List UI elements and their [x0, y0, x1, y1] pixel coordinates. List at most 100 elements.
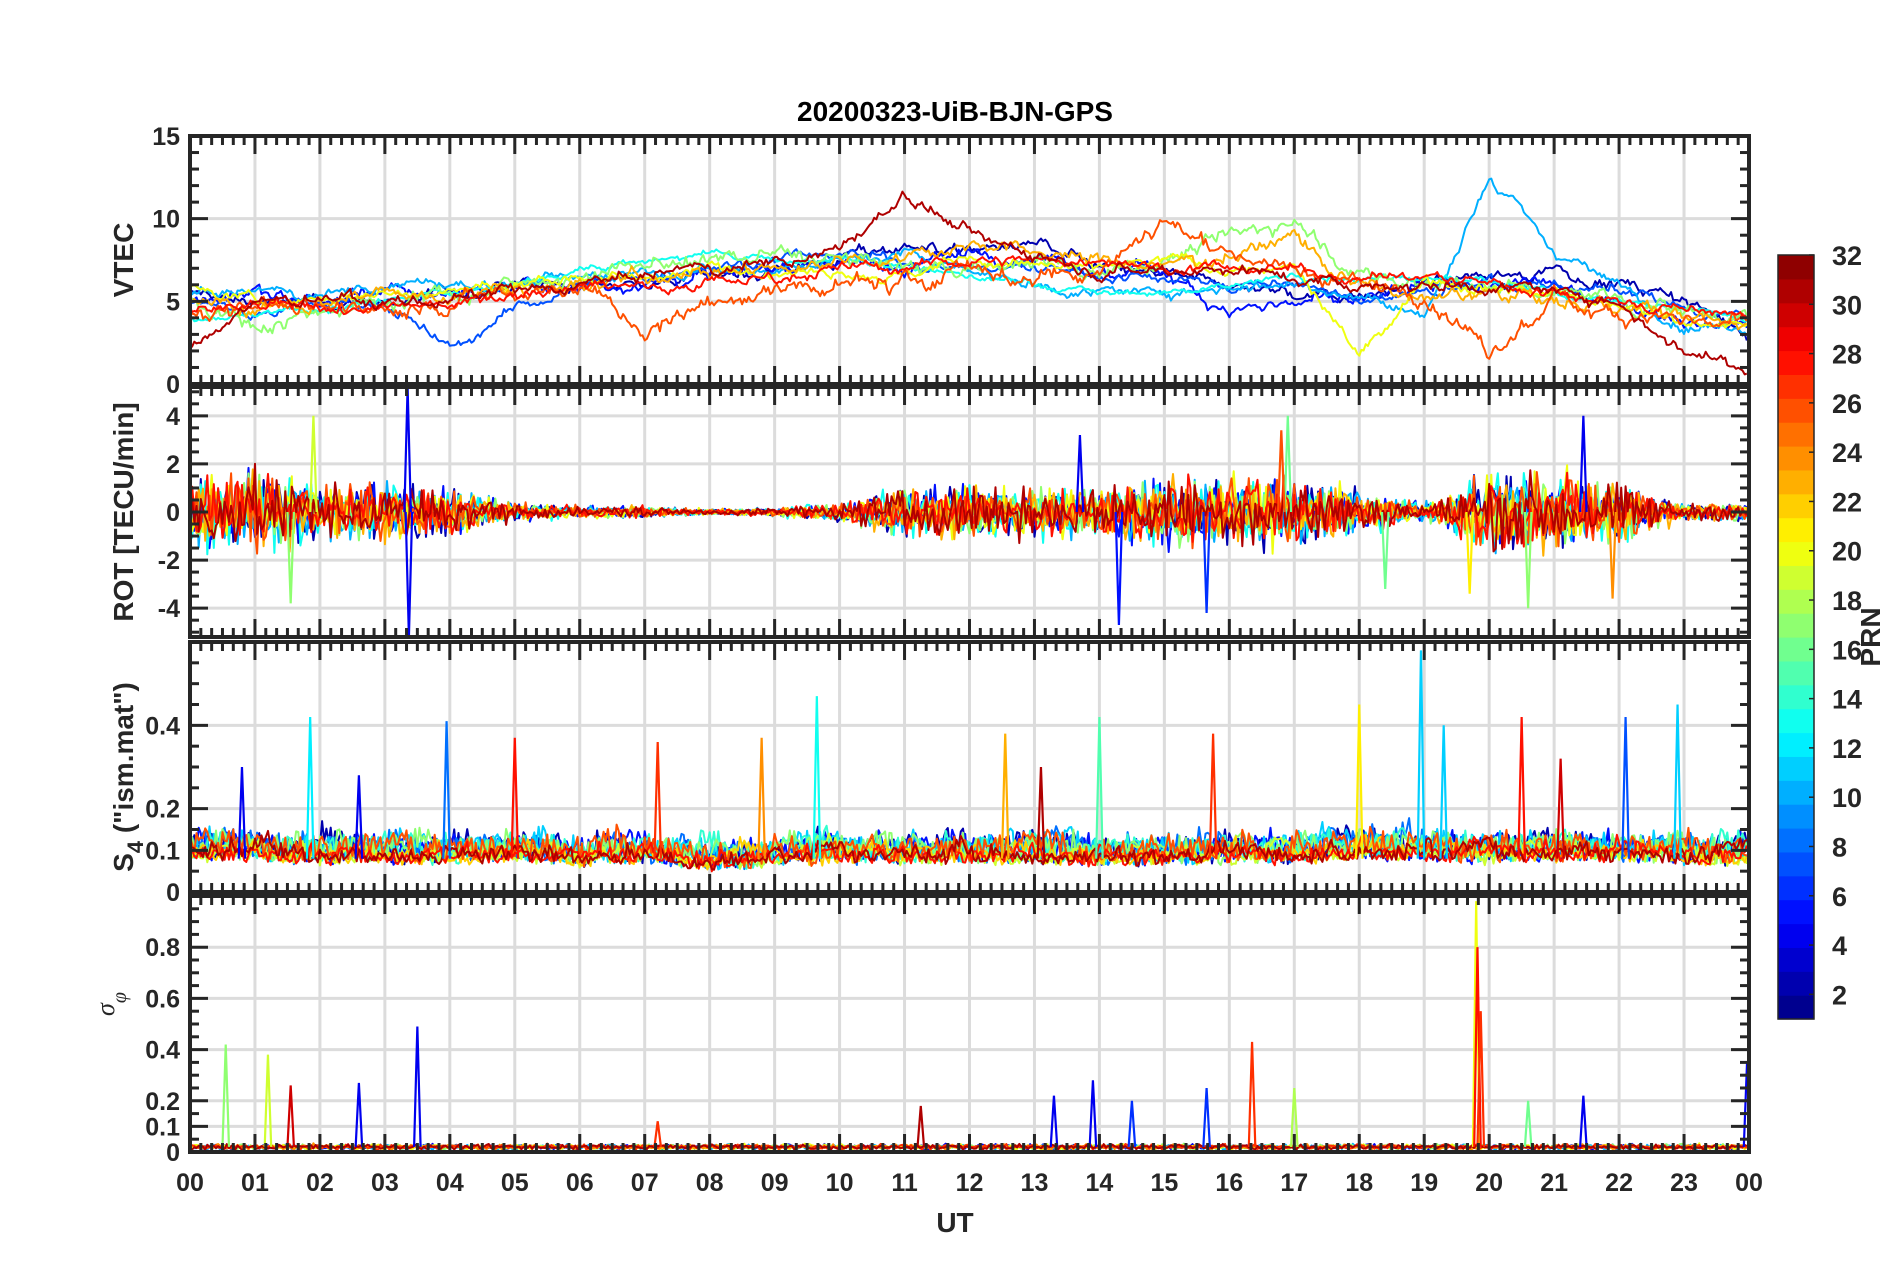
colorbar-tick-label: 18 [1832, 586, 1862, 616]
x-tick-label: 22 [1605, 1169, 1633, 1197]
spike-prn-27 [653, 741, 663, 859]
colorbar-segment-prn-4 [1778, 923, 1814, 948]
colorbar-segment-prn-6 [1778, 875, 1814, 901]
x-tick-label: 18 [1345, 1169, 1373, 1197]
colorbar-segment-prn-18 [1778, 589, 1814, 614]
spike-prn-5 [1114, 511, 1124, 626]
x-tick-label: 05 [501, 1169, 529, 1197]
y-tick-label: -4 [158, 595, 180, 623]
y-tick-label: 15 [152, 123, 180, 151]
spike-prn-4 [1049, 1095, 1059, 1147]
colorbar-segment-prn-22 [1778, 493, 1814, 519]
colorbar-segment-prn-1 [1778, 995, 1814, 1020]
spike-prn-30 [1556, 758, 1565, 859]
spike-prn-16 [1283, 415, 1293, 513]
spike-prn-11 [1673, 704, 1682, 859]
vtec-series-prn-20 [190, 252, 1748, 357]
y-tick-label: 0 [166, 1139, 180, 1167]
panel-sigma: 00.10.2 0.4 0.6 0.8 σφ [91, 894, 1751, 1167]
spike-prn-27 [653, 1121, 663, 1148]
spike-prn-4 [1579, 415, 1588, 513]
x-tick-label: 13 [1021, 1169, 1049, 1197]
y-tick-label: 0.6 [145, 985, 180, 1013]
colorbar-segment-prn-32 [1778, 255, 1814, 280]
x-tick-label: 10 [826, 1169, 854, 1197]
colorbar-segment-prn-11 [1778, 756, 1814, 781]
spike-prn-6 [1127, 1100, 1137, 1147]
spike-prn-4 [354, 775, 364, 859]
x-tick-label: 19 [1410, 1169, 1438, 1197]
x-tick-label: 07 [631, 1169, 659, 1197]
panel-s4: 00.10.20.4S4 ("ism.mat") [108, 640, 1751, 907]
colorbar-segment-prn-30 [1778, 302, 1814, 328]
colorbar-tick-label: 2 [1832, 980, 1847, 1010]
colorbar-segment-prn-23 [1778, 469, 1814, 495]
spike-prn-30 [286, 1085, 296, 1147]
colorbar-tick-label: 26 [1832, 389, 1862, 419]
colorbar-label: PRN [1855, 607, 1886, 666]
colorbar-segment-prn-24 [1778, 446, 1814, 471]
colorbar-tick-label: 6 [1832, 882, 1847, 912]
colorbar-tick-label: 8 [1832, 832, 1847, 862]
rot-series-prn-28 [190, 471, 1748, 549]
colorbar-segment-prn-9 [1778, 804, 1814, 829]
x-tick-label: 11 [891, 1169, 918, 1197]
spike-prn-4 [354, 1082, 364, 1147]
spike-prn-24 [757, 737, 766, 859]
colorbar-segment-prn-31 [1778, 278, 1814, 304]
y-tick-label: 10 [152, 206, 180, 234]
colorbar-tick-label: 28 [1832, 340, 1862, 370]
x-tick-label: 23 [1670, 1169, 1698, 1197]
y-label-rest: ("ism.mat") [108, 682, 139, 841]
colorbar-tick-label: 12 [1832, 734, 1862, 764]
rot-series-prn-31 [190, 462, 1748, 553]
spike-prn-4 [403, 387, 412, 513]
chart-title: 20200323-UiB-BJN-GPS [797, 96, 1113, 127]
spike-prn-6 [1202, 1087, 1211, 1147]
y-tick-label: 4 [166, 403, 180, 431]
y-axis-label: S4 ("ism.mat") [108, 682, 148, 872]
spike-prn-27 [1476, 1011, 1486, 1147]
colorbar-segment-prn-13 [1778, 708, 1814, 734]
spike-prn-12 [305, 716, 315, 859]
colorbar-tick-label: 30 [1832, 290, 1862, 320]
spike-prn-17 [221, 1044, 231, 1147]
spike-prn-31 [916, 1105, 926, 1147]
y-tick-label: 0.4 [145, 712, 180, 740]
x-tick-label: 20 [1475, 1169, 1503, 1197]
panel-rot: -4 -2 0 2 4 ROT [TECU/min] [108, 385, 1751, 639]
x-tick-label: 00 [1735, 1169, 1763, 1197]
colorbar-frame [1777, 254, 1815, 1020]
x-tick-label: 17 [1280, 1169, 1308, 1197]
x-tick-label: 16 [1215, 1169, 1243, 1197]
x-tick-label: 12 [956, 1169, 984, 1197]
colorbar-segment-prn-12 [1778, 732, 1814, 757]
panel-vtec: 0 5 10 15 VTEC [108, 123, 1751, 399]
y-tick-label: 0.2 [145, 1088, 180, 1116]
y-axis-label: σφ [91, 992, 131, 1016]
y-tick-label: 0.1 [145, 1113, 180, 1141]
spike-prn-18 [1289, 1087, 1299, 1147]
y-tick-label: 0 [166, 371, 180, 399]
spike-prn-13 [812, 696, 822, 859]
spike-prn-15 [1095, 716, 1104, 859]
spike-prn-11 [1439, 725, 1449, 859]
spike-prn-8 [442, 721, 451, 859]
spike-prn-19 [263, 1054, 273, 1147]
colorbar-segment-prn-28 [1778, 350, 1814, 375]
spike-prn-28 [1517, 716, 1526, 859]
spike-prn-21 [1354, 704, 1364, 859]
colorbar-segment-prn-27 [1778, 374, 1814, 399]
colorbar-segment-prn-15 [1778, 660, 1814, 686]
colorbar-segment-prn-7 [1778, 851, 1814, 877]
y-label-main: S [108, 853, 139, 872]
colorbar-tick-label: 20 [1832, 537, 1862, 567]
y-tick-label: 0 [166, 879, 180, 907]
spike-prn-26 [1276, 430, 1286, 513]
x-tick-label: 00 [176, 1169, 204, 1197]
colorbar-tick-label: 14 [1832, 685, 1862, 715]
y-tick-label: 5 [166, 288, 180, 316]
colorbar-segment-prn-8 [1778, 828, 1814, 853]
spike-prn-4 [1579, 1095, 1588, 1147]
